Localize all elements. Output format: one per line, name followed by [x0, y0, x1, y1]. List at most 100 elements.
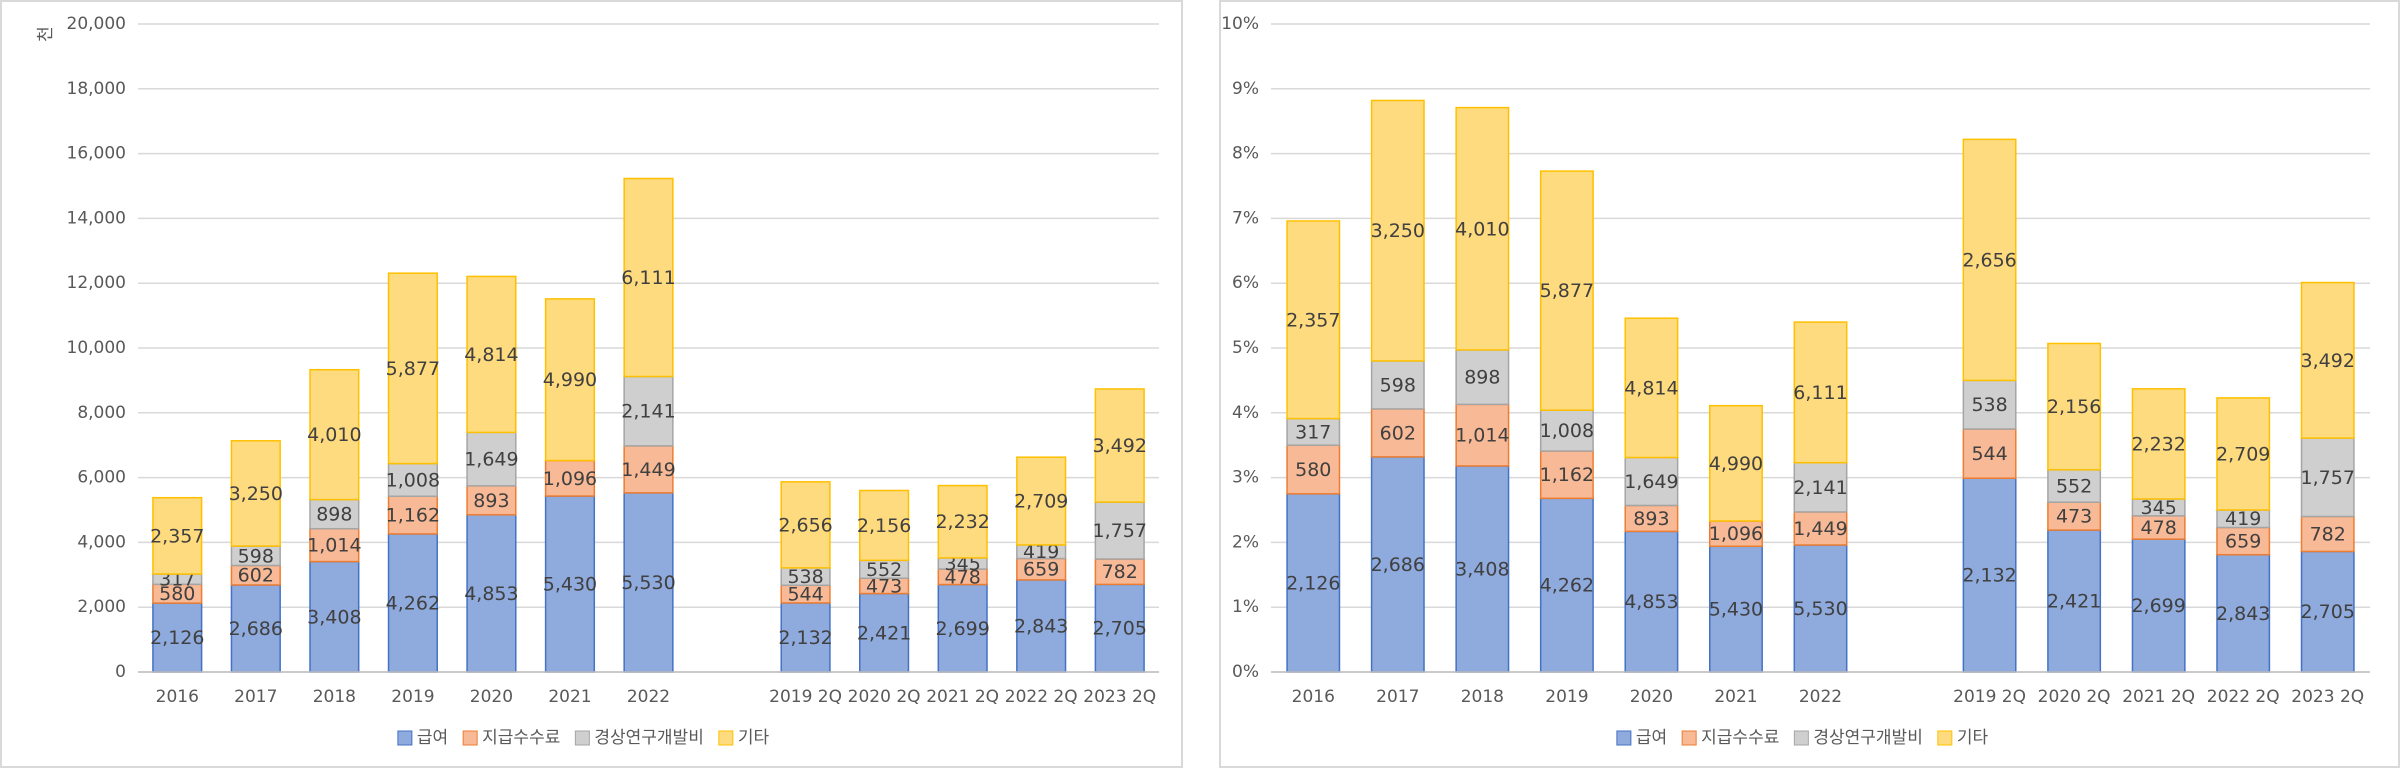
data-label: 2,699: [935, 618, 989, 640]
data-label: 2,421: [857, 622, 911, 644]
legend-swatch: [1681, 730, 1697, 746]
data-label: 2,132: [1962, 565, 2016, 587]
data-label: 552: [866, 559, 902, 581]
bar-segment: [1539, 450, 1594, 500]
x-tick-label: 2022: [1799, 687, 1842, 707]
data-label: 1,757: [2301, 467, 2355, 489]
bar-segment: [2047, 342, 2102, 471]
data-label: 4,853: [1624, 591, 1678, 613]
data-label: 473: [2056, 506, 2092, 528]
data-label: 598: [238, 545, 274, 567]
data-label: 2,709: [2216, 443, 2270, 465]
bar-segment: [309, 368, 360, 501]
bar-segment: [544, 298, 596, 462]
y-tick-label: 14,000: [67, 208, 126, 228]
legend-label: 지급수수료: [482, 728, 560, 748]
data-label: 1,649: [464, 449, 518, 471]
y-tick-label: 6,000: [77, 468, 126, 488]
data-label: 345: [2141, 497, 2177, 519]
bar-segment: [1094, 558, 1145, 586]
bar-segment: [466, 514, 517, 673]
data-label: 1,757: [1093, 520, 1147, 542]
data-label: 5,430: [1709, 599, 1763, 621]
data-label: 659: [2225, 531, 2261, 553]
data-label: 552: [2056, 476, 2092, 498]
data-label: 580: [1295, 459, 1331, 481]
bar-segment: [1455, 349, 1510, 406]
data-label: 473: [866, 575, 902, 597]
data-label: 3,250: [1371, 220, 1425, 242]
bar-segment: [2300, 515, 2355, 553]
data-label: 4,010: [307, 424, 361, 446]
bar-segment: [466, 485, 517, 516]
data-label: 4,262: [1540, 575, 1594, 597]
data-label: 1,014: [307, 535, 361, 557]
data-label: 659: [1023, 559, 1059, 581]
data-label: 898: [1464, 367, 1500, 389]
bar-segment: [1286, 444, 1341, 495]
bar-segment: [1709, 404, 1763, 522]
bar-segment: [937, 484, 988, 559]
x-tick-label: 2019: [1545, 687, 1588, 707]
data-label: 544: [1971, 443, 2007, 465]
y-tick-label: 20,000: [67, 14, 126, 34]
y-tick-label: 2%: [1232, 532, 1259, 552]
bar-segment: [1709, 545, 1763, 673]
y-tick-label: 6%: [1232, 273, 1259, 293]
data-label: 602: [1380, 422, 1416, 444]
data-label: 2,709: [1014, 491, 1068, 513]
data-label: 1,014: [1455, 425, 1509, 447]
x-tick-label: 2021 2Q: [926, 687, 999, 707]
y-tick-label: 5%: [1232, 338, 1259, 358]
bar-segment: [1793, 461, 1848, 513]
x-tick-label: 2022 2Q: [1005, 687, 1078, 707]
data-label: 5,877: [1540, 280, 1594, 302]
y-tick-label: 1%: [1232, 597, 1259, 617]
data-label: 3,408: [1455, 558, 1509, 580]
x-tick-label: 2021 2Q: [2122, 687, 2195, 707]
y-tick-label: 16,000: [67, 144, 126, 164]
legend-swatch: [1616, 730, 1632, 746]
data-label: 2,141: [1793, 477, 1847, 499]
y-tick-label: 2,000: [77, 597, 126, 617]
bar-segment: [937, 583, 988, 673]
data-label: 4,010: [1455, 218, 1509, 240]
data-label: 3,408: [307, 606, 361, 628]
y-tick-label: 9%: [1232, 79, 1259, 99]
bar-segment: [780, 481, 831, 569]
data-label: 478: [2141, 517, 2177, 539]
y-tick-label: 7%: [1232, 208, 1259, 228]
data-label: 2,132: [778, 627, 832, 649]
bar-segment: [1370, 99, 1425, 362]
data-label: 1,649: [1624, 471, 1678, 493]
y-tick-label: 0%: [1232, 662, 1259, 682]
data-label: 2,357: [150, 525, 204, 547]
x-tick-label: 2019: [391, 687, 434, 707]
y-tick-label: 12,000: [67, 273, 126, 293]
legend-label: 지급수수료: [1701, 728, 1779, 748]
bar-segment: [152, 602, 203, 673]
bar-segment: [387, 495, 438, 535]
legend-label: 급여: [1636, 728, 1667, 748]
bar-segment: [859, 489, 910, 562]
data-label: 538: [1971, 394, 2007, 416]
data-label: 478: [945, 566, 981, 588]
x-tick-label: 2018: [313, 687, 356, 707]
x-tick-label: 2017: [234, 687, 277, 707]
data-label: 5,877: [386, 358, 440, 380]
bar-segment: [2216, 397, 2271, 511]
bar-segment: [1539, 497, 1594, 673]
data-label: 2,232: [2131, 433, 2185, 455]
data-label: 4,262: [386, 592, 440, 614]
data-label: 1,449: [621, 459, 675, 481]
data-label: 2,686: [229, 618, 283, 640]
bar-segment: [859, 592, 910, 673]
y-tick-label: 4%: [1232, 403, 1259, 423]
bar-segment: [1962, 428, 2017, 479]
bar-segment: [1094, 388, 1145, 503]
x-tick-label: 2022: [627, 687, 670, 707]
bar-segment: [1286, 220, 1341, 420]
x-tick-label: 2018: [1461, 687, 1504, 707]
bar-segment: [309, 560, 360, 673]
data-label: 2,126: [1286, 572, 1340, 594]
